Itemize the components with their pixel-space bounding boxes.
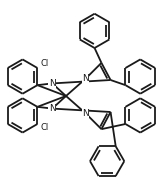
Text: N: N xyxy=(49,104,56,113)
Text: N: N xyxy=(82,109,89,118)
Text: Cl: Cl xyxy=(40,60,49,69)
Text: N: N xyxy=(82,74,89,83)
Text: N: N xyxy=(49,79,56,88)
Text: Cl: Cl xyxy=(40,123,49,132)
